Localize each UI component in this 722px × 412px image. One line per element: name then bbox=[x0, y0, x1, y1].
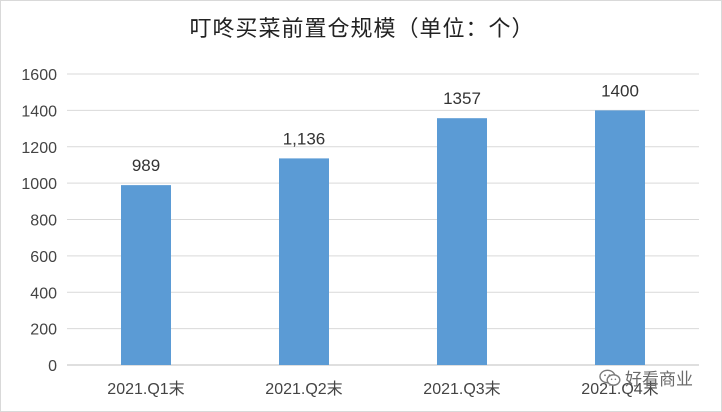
bar bbox=[595, 110, 645, 365]
y-tick-label: 1000 bbox=[21, 176, 57, 193]
chart-title: 叮咚买菜前置仓规模（单位：个） bbox=[189, 17, 535, 42]
gridlines bbox=[67, 73, 699, 366]
y-tick-label: 800 bbox=[30, 213, 57, 230]
y-tick-label: 1400 bbox=[21, 103, 57, 120]
x-axis-ticks: 2021.Q1末 2021.Q2末 2021.Q3末 2021.Q4末 bbox=[107, 380, 658, 398]
bar bbox=[437, 118, 487, 366]
y-tick-label: 1200 bbox=[21, 140, 57, 157]
watermark-text: 好看商业 bbox=[625, 370, 693, 390]
watermark: 好看商业 bbox=[599, 365, 693, 390]
data-label: 1400 bbox=[601, 81, 639, 100]
y-tick-label: 400 bbox=[30, 285, 57, 302]
wechat-icon bbox=[599, 369, 621, 386]
data-label: 1357 bbox=[443, 89, 481, 108]
y-axis-ticks: 0 200 400 600 800 1000 1200 1400 1600 bbox=[21, 67, 57, 375]
data-labels: 989 1,136 1357 1400 bbox=[132, 81, 639, 175]
y-tick-label: 0 bbox=[48, 358, 57, 375]
y-tick-label: 600 bbox=[30, 249, 57, 266]
x-tick-label: 2021.Q2末 bbox=[265, 380, 342, 398]
y-tick-label: 1600 bbox=[21, 67, 57, 84]
bar bbox=[279, 158, 329, 365]
bar bbox=[121, 185, 171, 365]
data-label: 989 bbox=[132, 156, 160, 175]
y-tick-label: 200 bbox=[30, 322, 57, 339]
data-label: 1,136 bbox=[283, 129, 326, 148]
x-tick-label: 2021.Q3末 bbox=[423, 380, 500, 398]
x-tick-label: 2021.Q1末 bbox=[107, 380, 184, 398]
x-tick-label: 2021.Q4末 bbox=[581, 380, 658, 398]
bar-series bbox=[121, 110, 645, 366]
